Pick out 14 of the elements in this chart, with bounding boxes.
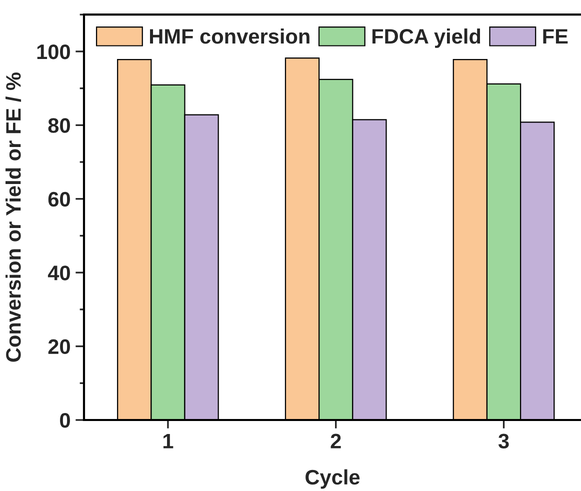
legend-label: HMF conversion xyxy=(150,28,310,44)
x-tick-label: 3 xyxy=(498,434,509,449)
y-tick-label: 100 xyxy=(37,44,70,60)
y-tick-label: 20 xyxy=(48,339,70,354)
x-tick-label: 1 xyxy=(163,434,174,448)
y-axis-title: Conversion or Yield or FE / % xyxy=(6,72,22,362)
y-tick-label: 0 xyxy=(60,413,70,428)
legend-label: FE xyxy=(543,29,568,44)
x-tick-label: 2 xyxy=(330,434,341,448)
y-tick-label: 60 xyxy=(48,192,70,207)
legend-label: FDCA yield xyxy=(372,28,480,48)
y-tick-label: 80 xyxy=(48,118,70,133)
y-tick-label: 40 xyxy=(48,266,70,280)
x-axis-title: Cycle xyxy=(306,469,360,489)
